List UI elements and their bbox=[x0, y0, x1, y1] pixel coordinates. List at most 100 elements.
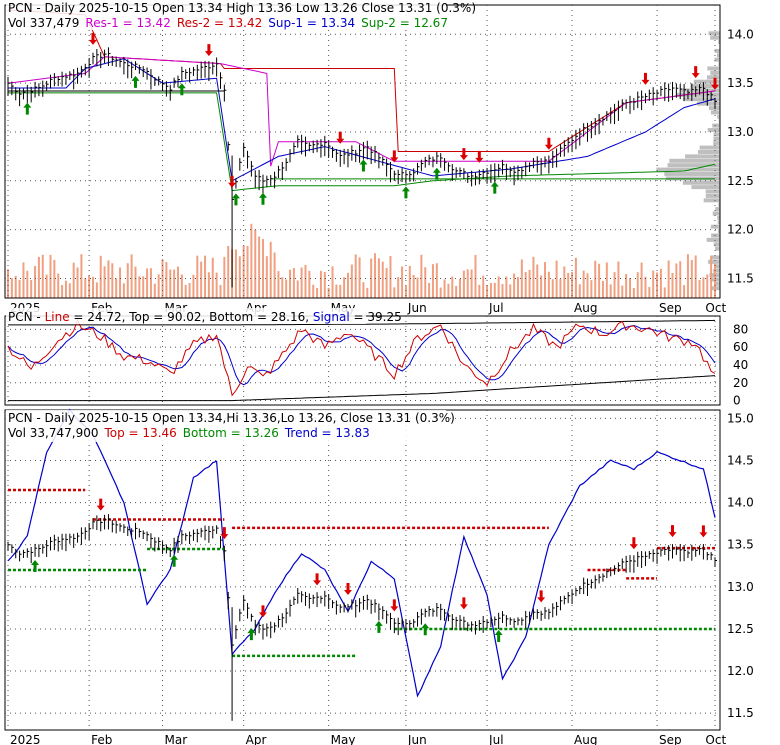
volume-bar-15 bbox=[64, 280, 67, 298]
price-x-tick-aug: Aug bbox=[574, 301, 597, 315]
volume-bar-112 bbox=[439, 287, 442, 298]
trend-x-tick-2025: 2025 bbox=[10, 733, 41, 745]
volume-bar-127 bbox=[497, 276, 500, 298]
volume-bar-86 bbox=[339, 284, 342, 298]
volume-bar-70 bbox=[277, 271, 280, 298]
volume-bar-176 bbox=[686, 254, 689, 298]
volume-profile-bar-33 bbox=[713, 141, 720, 146]
volume-bar-119 bbox=[466, 269, 469, 298]
volume-bar-90 bbox=[354, 254, 357, 298]
osc-bottom-line bbox=[8, 375, 716, 402]
volume-profile-bar-52 bbox=[714, 57, 720, 62]
volume-bar-103 bbox=[404, 285, 407, 298]
price-y-tick-11.5: 11.5 bbox=[727, 271, 754, 285]
volume-bar-41 bbox=[165, 261, 168, 298]
trend-x-tick-may: May bbox=[331, 733, 356, 745]
trend-y-tick-11.5: 11.5 bbox=[727, 706, 754, 720]
volume-bar-108 bbox=[424, 267, 427, 298]
trend-sell-arrow-0 bbox=[96, 498, 105, 511]
macd-legend-item-1: Line bbox=[45, 310, 70, 324]
volume-bar-22 bbox=[91, 276, 94, 298]
osc-y-tick-60: 60 bbox=[733, 340, 748, 354]
volume-profile-bar-17 bbox=[712, 211, 720, 216]
volume-bar-26 bbox=[107, 260, 110, 298]
volume-bar-110 bbox=[431, 264, 434, 298]
volume-bar-113 bbox=[443, 279, 446, 298]
volume-bar-104 bbox=[408, 265, 411, 298]
volume-bar-97 bbox=[381, 261, 384, 298]
osc-y-tick-0: 0 bbox=[733, 394, 741, 408]
trend-legend-line-2: Vol 33,747,900 Top = 13.46 Bottom = 13.26 T… bbox=[8, 426, 370, 440]
volume-bar-140 bbox=[547, 271, 550, 298]
volume-bar-153 bbox=[598, 263, 601, 298]
trend-sell-arrow-4 bbox=[343, 582, 352, 595]
trend-x-tick-sep: Sep bbox=[659, 733, 682, 745]
volume-profile-bar-14 bbox=[710, 224, 720, 229]
osc-main-line bbox=[7, 318, 716, 397]
trend-buy-arrow-5 bbox=[494, 630, 503, 643]
volume-bar-143 bbox=[559, 279, 562, 298]
price-buy-arrow-6 bbox=[401, 186, 410, 199]
volume-bar-95 bbox=[374, 253, 377, 298]
volume-bar-59 bbox=[234, 249, 237, 298]
trend-line bbox=[7, 408, 716, 698]
volume-bar-99 bbox=[389, 256, 392, 298]
volume-bar-48 bbox=[192, 274, 195, 298]
trend-x-tick-oct: Oct bbox=[705, 733, 726, 745]
volume-profile-bar-16 bbox=[717, 215, 720, 220]
volume-bar-134 bbox=[524, 271, 527, 298]
volume-bar-39 bbox=[157, 274, 160, 298]
trend-legend-backdrop bbox=[6, 410, 446, 442]
volume-bar-45 bbox=[180, 274, 183, 298]
volume-profile-bar-26 bbox=[664, 171, 720, 176]
volume-bar-137 bbox=[536, 264, 539, 298]
volume-bar-27 bbox=[111, 263, 114, 298]
volume-bar-91 bbox=[358, 257, 361, 298]
macd-legend-item-0: PCN - bbox=[8, 310, 45, 324]
volume-profile-bar-19 bbox=[718, 202, 720, 207]
volume-bar-117 bbox=[459, 279, 462, 298]
price-y-tick-12.0: 12.0 bbox=[727, 223, 754, 237]
volume-bar-175 bbox=[683, 285, 686, 298]
trend-sell-arrow-9 bbox=[668, 525, 677, 538]
volume-bar-100 bbox=[393, 287, 396, 298]
volume-bar-178 bbox=[694, 255, 697, 298]
volume-bar-142 bbox=[555, 260, 558, 298]
osc-top-line bbox=[8, 319, 716, 326]
price-sell-arrow-4 bbox=[390, 150, 399, 163]
trend-sell-arrow-7 bbox=[537, 590, 546, 603]
volume-bar-146 bbox=[571, 271, 574, 298]
volume-profile-bar-22 bbox=[705, 189, 720, 194]
price-sell-arrow-5 bbox=[459, 148, 468, 161]
volume-bar-80 bbox=[316, 287, 319, 298]
volume-bar-94 bbox=[370, 258, 373, 298]
volume-bar-89 bbox=[350, 264, 353, 298]
volume-bar-155 bbox=[605, 262, 608, 298]
volume-bar-156 bbox=[609, 284, 612, 298]
volume-bar-77 bbox=[304, 264, 307, 298]
volume-bar-150 bbox=[586, 273, 589, 298]
price-sell-arrow-6 bbox=[475, 150, 484, 163]
price-sell-arrow-0 bbox=[88, 32, 97, 45]
volume-bar-64 bbox=[254, 229, 257, 298]
volume-bar-105 bbox=[412, 275, 415, 298]
volume-profile-bar-29 bbox=[669, 158, 720, 163]
volume-bar-38 bbox=[153, 283, 156, 298]
volume-bar-2 bbox=[14, 275, 17, 298]
volume-profile-bar-10 bbox=[713, 242, 720, 247]
volume-bar-107 bbox=[420, 254, 423, 298]
trend-y-tick-12.5: 12.5 bbox=[727, 622, 754, 636]
volume-bar-56 bbox=[223, 256, 226, 298]
price-legend-line-2: Vol 337,479 Res-1 = 13.42 Res-2 = 13.42 Sup… bbox=[8, 16, 448, 30]
volume-bar-49 bbox=[196, 255, 199, 298]
volume-profile-bar-50 bbox=[707, 66, 720, 71]
macd-legend-item-2: = 24.72, Top = 90.02, Bottom = 28.16, bbox=[70, 310, 313, 324]
volume-profile-bar-11 bbox=[706, 237, 720, 242]
volume-profile-bar-28 bbox=[667, 163, 720, 168]
volume-profile-bar-53 bbox=[716, 53, 720, 58]
volume-profile-bar-15 bbox=[717, 220, 720, 225]
volume-bar-122 bbox=[478, 284, 481, 298]
volume-profile-bar-9 bbox=[715, 246, 720, 251]
volume-bar-10 bbox=[45, 274, 48, 298]
